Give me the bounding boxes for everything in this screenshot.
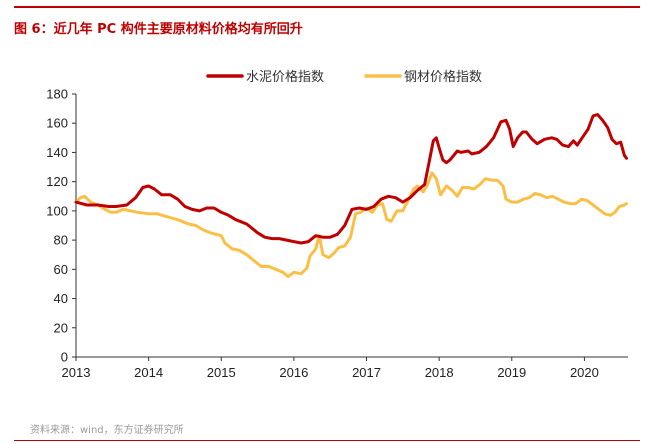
source-note: 资料来源：wind，东方证券研究所	[30, 425, 184, 436]
y-tick-label: 60	[54, 262, 68, 277]
y-tick-label: 120	[46, 174, 68, 189]
y-tick-label: 140	[46, 145, 68, 160]
chart-series	[74, 113, 628, 279]
x-tick-label: 2014	[134, 365, 163, 380]
series-line-steel	[74, 171, 628, 279]
y-tick-label: 20	[54, 320, 68, 335]
top-rule	[14, 6, 640, 8]
y-tick-label: 100	[46, 203, 68, 218]
x-tick-label: 2016	[279, 365, 308, 380]
x-tick-label: 2015	[207, 365, 236, 380]
y-tick-label: 160	[46, 116, 68, 131]
bottom-rule	[14, 440, 640, 441]
x-tick-label: 2018	[425, 365, 454, 380]
legend-label-cement: 水泥价格指数	[246, 69, 324, 84]
x-tick-label: 2019	[497, 365, 526, 380]
y-tick-label: 180	[46, 87, 68, 102]
page-title: 图 6：近几年 PC 构件主要原材料价格均有所回升	[14, 22, 303, 37]
x-tick-label: 2017	[352, 365, 381, 380]
y-tick-label: 80	[54, 233, 68, 248]
x-tick-label: 2013	[62, 365, 91, 380]
legend-label-steel: 钢材价格指数	[404, 69, 482, 84]
chart-axes: 0 20 40 60 80 100 120 140 160 180 2013 2014 2015 2016…	[46, 87, 628, 380]
x-tick-label: 2020	[570, 365, 599, 380]
chart-legend: 水泥价格指数 钢材价格指数	[206, 69, 482, 84]
y-tick-label: 40	[54, 291, 68, 306]
series-line-cement	[74, 113, 628, 245]
y-tick-label: 0	[61, 350, 68, 365]
